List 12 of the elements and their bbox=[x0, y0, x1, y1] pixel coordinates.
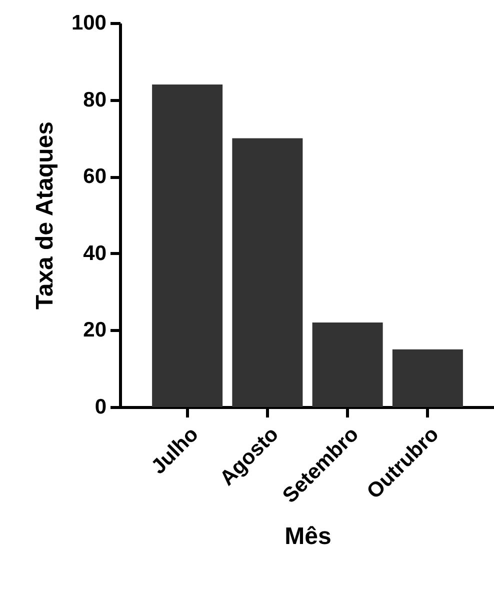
y-tick-label: 60 bbox=[83, 165, 106, 188]
y-axis-title: Taxa de Ataques bbox=[31, 121, 58, 310]
y-tick-label: 40 bbox=[83, 242, 106, 265]
bar bbox=[152, 84, 223, 407]
x-axis-title: Mês bbox=[284, 522, 332, 550]
bar bbox=[232, 138, 303, 407]
y-tick-label: 20 bbox=[83, 318, 106, 342]
y-tick-label: 0 bbox=[94, 396, 106, 418]
bar bbox=[312, 322, 383, 407]
bar bbox=[392, 349, 463, 407]
y-tick-label: 80 bbox=[83, 88, 106, 112]
y-tick-label: 100 bbox=[71, 12, 106, 34]
